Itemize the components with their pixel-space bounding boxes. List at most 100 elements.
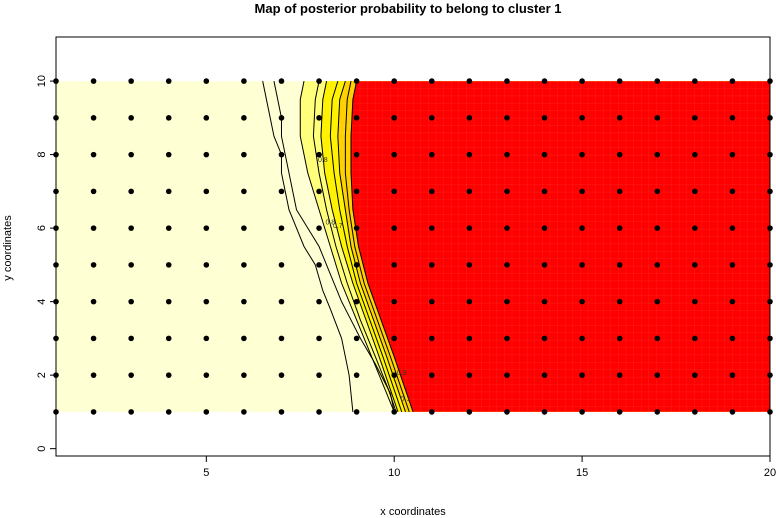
data-point [165,409,172,415]
x-tick-label: 10 [388,467,400,479]
data-point [316,188,322,195]
contour-label: 0.8 [325,219,335,226]
contour-line [299,81,395,413]
data-point [541,409,548,415]
data-point [466,225,473,231]
data-point [692,298,698,305]
data-point [278,298,285,305]
data-point [165,335,172,342]
data-point [541,262,548,268]
data-point [128,188,134,195]
data-point [616,78,623,84]
data-point [241,298,247,305]
data-point [541,372,548,378]
data-point [203,188,210,195]
contour-line [344,81,410,413]
data-point [428,115,435,121]
data-point [579,262,585,268]
data-point [692,409,698,415]
data-point [692,151,698,158]
data-point [278,188,285,195]
data-point [579,151,585,158]
data-point [692,188,698,195]
data-point [241,409,247,415]
data-point [391,188,398,195]
data-point [90,151,97,158]
data-point [391,78,398,84]
data-point [616,409,623,415]
y-axis-label: y coordinates [2,215,14,281]
data-point [353,372,360,378]
data-point [654,262,661,268]
data-point [278,409,285,415]
data-point [353,115,360,121]
data-point [616,372,623,378]
data-point [729,409,736,415]
data-point [278,78,285,84]
data-point [616,335,623,342]
data-point [579,78,585,84]
data-points [53,78,773,415]
data-point [353,188,360,195]
data-point [165,372,172,378]
data-point [428,409,435,415]
data-point [203,78,210,84]
x-tick-label: 20 [764,467,776,479]
data-point [541,78,548,84]
y-tick-label: 2 [36,372,48,378]
data-point [278,335,285,342]
data-point [128,78,134,84]
data-point [128,262,134,268]
data-point [466,298,473,305]
data-point [90,372,97,378]
data-point [579,409,585,415]
data-point [128,115,134,121]
y-tick-label: 8 [36,152,48,158]
data-point [692,225,698,231]
data-point [504,372,510,378]
data-point [654,298,661,305]
data-point [428,298,435,305]
y-tick-label: 6 [36,225,48,231]
data-point [278,151,285,158]
data-point [428,78,435,84]
data-point [391,298,398,305]
contour-label: 0.1 [401,396,411,403]
data-point [353,409,360,415]
contour-label: 0.8 [318,157,328,164]
data-point [128,372,134,378]
data-point [428,372,435,378]
data-point [504,115,510,121]
data-point [729,225,736,231]
data-point [353,225,360,231]
x-axis: 5 10 15 20 [203,455,776,479]
data-point [729,262,736,268]
data-point [316,225,322,231]
probability-field [56,81,770,412]
data-point [203,115,210,121]
data-point [90,188,97,195]
data-point [353,335,360,342]
x-tick-label: 5 [203,467,209,479]
data-point [165,188,172,195]
data-point [579,225,585,231]
data-point [391,262,398,268]
data-point [428,262,435,268]
data-point [729,335,736,342]
data-point [90,409,97,415]
y-tick-label: 4 [36,299,48,305]
data-point [654,188,661,195]
contour-label: 0.7 [333,223,343,230]
data-point [316,262,322,268]
data-point [391,372,398,378]
data-point [128,225,134,231]
data-point [579,115,585,121]
data-point [692,372,698,378]
data-point [654,78,661,84]
data-point [203,298,210,305]
data-point [466,409,473,415]
data-point [616,188,623,195]
data-point [241,151,247,158]
data-point [692,78,698,84]
data-point [316,78,322,84]
